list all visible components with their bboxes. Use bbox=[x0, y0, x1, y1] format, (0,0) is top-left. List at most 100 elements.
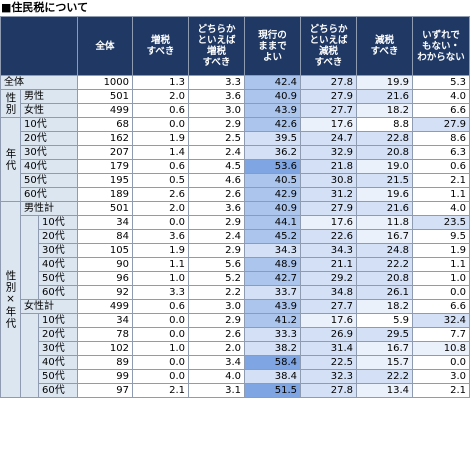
column-header: 増税 すべき bbox=[132, 16, 190, 76]
column-header: 現行の ままで よい bbox=[244, 16, 302, 76]
cell: 0.6 bbox=[132, 299, 190, 314]
cell: 11.8 bbox=[356, 215, 414, 230]
cell: 1.4 bbox=[132, 145, 190, 160]
cell: 21.6 bbox=[356, 201, 414, 216]
table-row: 40代 90 1.1 5.6 48.9 21.1 22.2 1.1 bbox=[1, 257, 471, 272]
cell: 1000 bbox=[77, 75, 134, 90]
row-label: 全体 bbox=[0, 75, 79, 90]
cell: 9.5 bbox=[412, 229, 471, 244]
cell: 26.1 bbox=[356, 285, 414, 300]
row-label: 30代 bbox=[37, 243, 79, 258]
column-header: どちらか といえば 減税 すべき bbox=[300, 16, 358, 76]
cell: 8.6 bbox=[412, 131, 471, 146]
cell: 102 bbox=[77, 341, 134, 356]
cell: 2.9 bbox=[188, 243, 246, 258]
group-label: 性別 bbox=[0, 89, 21, 118]
cell: 162 bbox=[77, 131, 134, 146]
table-row: 全体 1000 1.3 3.3 42.4 27.8 19.9 5.3 bbox=[0, 75, 471, 90]
title: ■住民税について bbox=[1, 1, 89, 14]
table-row: 10代 34 0.0 2.9 41.2 17.6 5.9 32.4 bbox=[1, 313, 471, 398]
cell: 3.6 bbox=[188, 201, 246, 216]
cell: 499 bbox=[77, 103, 134, 118]
cell: 4.5 bbox=[188, 159, 246, 174]
cell: 20.8 bbox=[356, 145, 414, 160]
cell: 21.5 bbox=[356, 173, 414, 188]
cell: 0.0 bbox=[132, 215, 190, 230]
row-label: 50代 bbox=[19, 173, 79, 188]
table-row: 20代 162 1.9 2.5 39.5 24.7 22.8 8.6 bbox=[1, 131, 471, 146]
cell: 90 bbox=[77, 257, 134, 272]
cell: 19.0 bbox=[356, 159, 414, 174]
cell: 34 bbox=[77, 215, 134, 230]
cell: 33.7 bbox=[244, 285, 302, 300]
cell: 38.4 bbox=[244, 369, 302, 384]
cell: 0.6 bbox=[132, 103, 190, 118]
cell: 0.6 bbox=[132, 159, 190, 174]
cell: 17.6 bbox=[300, 215, 358, 230]
cell: 3.6 bbox=[132, 229, 190, 244]
table-row: 60代 189 2.6 2.6 42.9 31.2 19.6 1.1 bbox=[1, 187, 471, 202]
table-row: 30代 105 1.9 2.9 34.3 34.3 24.8 1.9 bbox=[1, 243, 471, 258]
cell: 1.9 bbox=[412, 243, 471, 258]
row-label: 男性 bbox=[19, 89, 79, 104]
cell: 30.8 bbox=[300, 173, 358, 188]
row-label: 60代 bbox=[37, 383, 79, 398]
cell: 29.2 bbox=[300, 271, 358, 286]
cell: 5.3 bbox=[412, 75, 471, 90]
cell: 3.0 bbox=[188, 299, 246, 314]
cell: 26.9 bbox=[300, 327, 358, 342]
cell: 8.8 bbox=[356, 117, 414, 132]
cell: 2.0 bbox=[188, 341, 246, 356]
cell: 189 bbox=[77, 187, 134, 202]
table-row: 40代 179 0.6 4.5 53.6 21.8 19.0 0.6 bbox=[1, 159, 471, 174]
cell: 84 bbox=[77, 229, 134, 244]
cell: 51.5 bbox=[244, 383, 302, 398]
cell: 58.4 bbox=[244, 355, 302, 370]
table-row: 30代 102 1.0 2.0 38.2 31.4 16.7 10.8 bbox=[1, 341, 471, 356]
column-header: いずれで もない・ わからない bbox=[412, 16, 471, 76]
cell: 27.9 bbox=[300, 89, 358, 104]
cell: 43.9 bbox=[244, 299, 302, 314]
cell: 42.7 bbox=[244, 271, 302, 286]
cell: 40.9 bbox=[244, 89, 302, 104]
cell: 38.2 bbox=[244, 341, 302, 356]
row-label: 10代 bbox=[37, 215, 79, 230]
cell: 0.0 bbox=[132, 355, 190, 370]
cell: 3.3 bbox=[132, 285, 190, 300]
cell: 0.5 bbox=[132, 173, 190, 188]
cell: 0.0 bbox=[412, 355, 471, 370]
cell: 105 bbox=[77, 243, 134, 258]
cell: 15.7 bbox=[356, 355, 414, 370]
cell: 4.6 bbox=[188, 173, 246, 188]
cell: 22.2 bbox=[356, 257, 414, 272]
cell: 21.8 bbox=[300, 159, 358, 174]
cell: 97 bbox=[77, 383, 134, 398]
cell: 33.3 bbox=[244, 327, 302, 342]
cell: 501 bbox=[77, 201, 134, 216]
cell: 29.5 bbox=[356, 327, 414, 342]
cell: 21.6 bbox=[356, 89, 414, 104]
cell: 39.5 bbox=[244, 131, 302, 146]
cell: 0.0 bbox=[132, 313, 190, 328]
row-label: 20代 bbox=[37, 327, 79, 342]
cell: 2.6 bbox=[188, 187, 246, 202]
cell: 2.1 bbox=[132, 383, 190, 398]
row-label: 50代 bbox=[37, 271, 79, 286]
cell: 78 bbox=[77, 327, 134, 342]
table-row: 年代 10代 68 0.0 2.9 42.6 17.6 8.8 27.9 bbox=[0, 117, 471, 202]
table-row: 50代 99 0.0 4.0 38.4 32.3 22.2 3.0 bbox=[1, 369, 471, 384]
cell: 1.3 bbox=[132, 75, 190, 90]
cell: 1.9 bbox=[132, 243, 190, 258]
cell: 2.1 bbox=[412, 173, 471, 188]
cell: 2.4 bbox=[188, 229, 246, 244]
cell: 45.2 bbox=[244, 229, 302, 244]
cell: 32.3 bbox=[300, 369, 358, 384]
cell: 48.9 bbox=[244, 257, 302, 272]
cell: 499 bbox=[77, 299, 134, 314]
table-row: 60代 97 2.1 3.1 51.5 27.8 13.4 2.1 bbox=[1, 383, 471, 398]
cell: 31.4 bbox=[300, 341, 358, 356]
cell: 1.1 bbox=[412, 257, 471, 272]
cell: 22.8 bbox=[356, 131, 414, 146]
cell: 1.1 bbox=[132, 257, 190, 272]
cell: 207 bbox=[77, 145, 134, 160]
